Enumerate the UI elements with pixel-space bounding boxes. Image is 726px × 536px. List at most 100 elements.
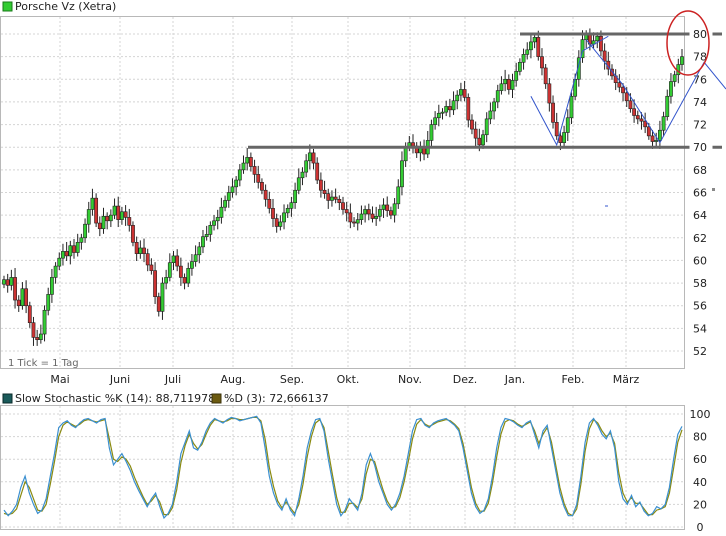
candle-up	[403, 146, 408, 162]
candle-up	[517, 61, 522, 72]
candle-up	[381, 204, 386, 210]
price-ytick-label: 68	[693, 164, 707, 177]
candle-up	[377, 209, 382, 217]
candle-up	[282, 212, 286, 223]
candle-up	[495, 90, 500, 103]
candle-down	[116, 205, 121, 220]
candle-up	[190, 261, 194, 269]
stochastic-ytick-label: 0	[697, 521, 704, 534]
candle-down	[175, 255, 180, 267]
candle-down	[131, 225, 135, 243]
candle-up	[90, 197, 95, 210]
channel-line-1	[530, 35, 609, 147]
price-xtick-label: Aug.	[221, 373, 246, 386]
price-xtick-label: März	[613, 373, 640, 386]
tick-note: 1 Tick = 1 Tag	[8, 358, 79, 369]
price-ytick-label: 56	[693, 300, 707, 313]
candle-down	[27, 305, 32, 324]
candle-up	[112, 205, 117, 216]
candle-up	[160, 282, 165, 312]
breakout-circle	[666, 10, 710, 76]
candle-up	[2, 279, 6, 285]
candle-down	[94, 197, 99, 224]
candle-down	[348, 212, 353, 223]
price-xtick-label: Okt.	[337, 373, 360, 386]
candle-down	[646, 126, 651, 137]
candle-down	[72, 245, 76, 253]
candle-up	[492, 101, 496, 112]
candle-up	[285, 208, 290, 214]
candle-up	[488, 110, 493, 120]
legend-swatch-k	[2, 393, 13, 404]
candle-down	[370, 213, 375, 219]
candle-up	[355, 219, 360, 224]
candle-down	[389, 210, 393, 216]
price-ytick-label: 58	[693, 277, 707, 290]
candle-down	[142, 247, 146, 254]
candle-up	[226, 192, 231, 201]
price-ytick-label: 62	[693, 232, 707, 245]
candle-up	[661, 116, 666, 131]
candle-down	[385, 204, 390, 211]
candle-up	[212, 220, 216, 226]
candle-down	[470, 119, 474, 130]
candle-up	[230, 186, 235, 193]
candle-up	[293, 189, 297, 203]
candle-down	[536, 37, 541, 57]
label-70-bg	[689, 139, 713, 154]
candle-up	[75, 242, 80, 253]
candle-down	[610, 68, 614, 77]
candle-up	[289, 202, 294, 209]
candle-down	[267, 198, 272, 209]
candle-up	[57, 257, 62, 267]
candle-down	[551, 102, 555, 123]
candle-down	[632, 108, 636, 116]
stochastic-ytick-label: 100	[690, 408, 711, 421]
price-xtick-label: Juni	[109, 373, 130, 386]
candle-up	[330, 196, 334, 201]
candle-up	[444, 106, 449, 113]
candle-up	[595, 35, 600, 42]
stochastic-plot-frame	[0, 405, 685, 530]
candle-down	[318, 179, 323, 191]
legend-label-d: %D (3): 72,666137	[224, 392, 329, 405]
price-ytick-label: 74	[693, 96, 707, 109]
price-xtick-label: Sep.	[280, 373, 304, 386]
candle-up	[433, 117, 438, 125]
candle-up	[374, 215, 379, 219]
candle-up	[514, 71, 519, 81]
candle-down	[178, 265, 183, 278]
candle-up	[436, 112, 441, 119]
candle-up	[241, 162, 246, 171]
candle-down	[473, 128, 478, 139]
candle-down	[547, 83, 552, 104]
candle-down	[105, 215, 110, 222]
candle-up	[680, 56, 684, 65]
stochastic-gridlines	[1, 406, 684, 529]
candle-down	[322, 189, 327, 194]
candle-up	[138, 247, 143, 254]
candle-up	[481, 134, 485, 146]
candle-down	[274, 218, 279, 227]
candle-up	[83, 223, 87, 239]
candle-up	[167, 262, 172, 278]
candle-up	[215, 217, 220, 222]
candle-down	[149, 264, 154, 271]
candle-down	[127, 217, 132, 226]
candle-up	[234, 179, 239, 188]
candle-down	[263, 189, 268, 200]
price-ytick-label: 60	[693, 254, 707, 267]
price-xtick-label: Juli	[164, 373, 181, 386]
candle-up	[245, 157, 250, 164]
marker-dot	[712, 188, 715, 191]
candle-up	[392, 203, 397, 216]
candle-up	[68, 245, 73, 257]
candle-down	[97, 222, 102, 230]
stochastic-ytick-label: 80	[693, 431, 707, 444]
candle-down	[252, 166, 257, 175]
candle-up	[440, 111, 445, 114]
price-xtick-label: Jan.	[504, 373, 525, 386]
candle-up	[79, 237, 84, 243]
candle-up	[219, 206, 224, 218]
